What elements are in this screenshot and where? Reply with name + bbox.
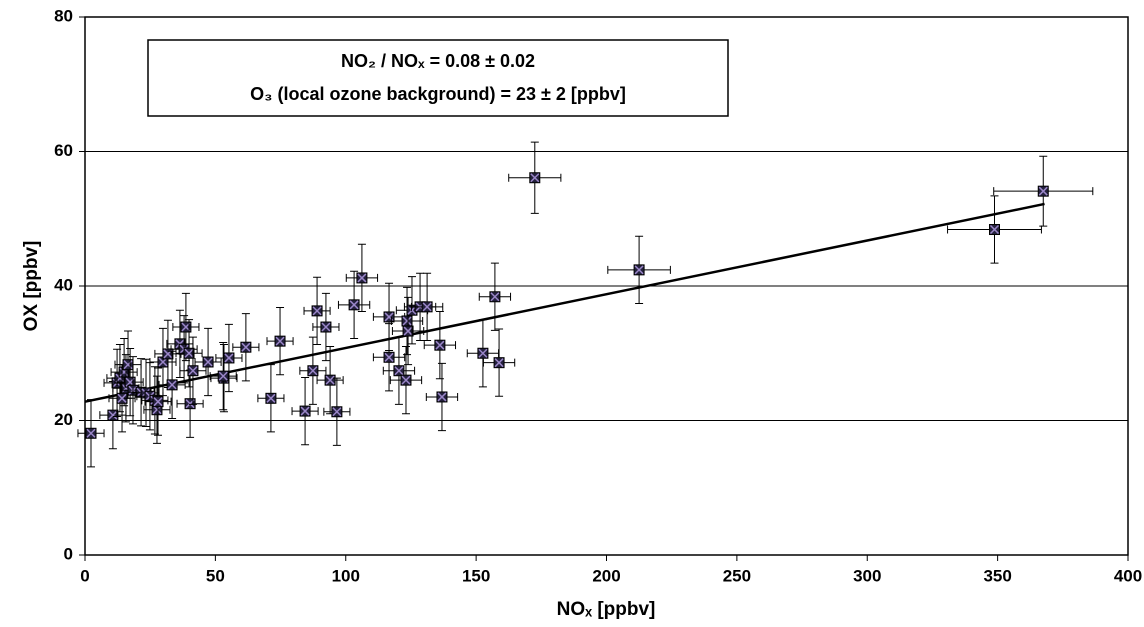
marker-cross: [184, 348, 194, 358]
marker-cross: [989, 224, 1000, 235]
x-tick-label: 50: [206, 566, 225, 585]
marker-cross: [435, 340, 445, 350]
marker-cross: [530, 173, 540, 183]
marker-cross: [357, 273, 367, 283]
marker-cross: [478, 348, 488, 358]
x-tick-label: 350: [983, 566, 1011, 585]
marker-cross: [203, 357, 213, 367]
y-axis-title: OX [ppbv]: [21, 241, 42, 332]
marker-cross: [308, 366, 318, 376]
x-tick-label: 0: [80, 566, 89, 585]
y-tick-label: 60: [54, 141, 73, 160]
annotation: O₃ (local ozone background) = 23 ± 2 [pp…: [250, 84, 626, 104]
marker-cross: [188, 366, 198, 376]
marker-cross: [312, 306, 322, 316]
y-tick-label: 80: [54, 6, 73, 25]
x-tick-label: 300: [853, 566, 881, 585]
marker-cross: [108, 410, 118, 420]
x-tick-label: 400: [1114, 566, 1142, 585]
marker-cross: [224, 353, 234, 363]
annotation-box: [147, 39, 729, 117]
x-axis-title: NOₓ [ppbv]: [557, 599, 656, 620]
marker-cross: [401, 375, 411, 385]
marker-cross: [394, 366, 404, 376]
marker-cross: [403, 326, 413, 336]
x-tick-label: 200: [592, 566, 620, 585]
x-tick-label: 150: [462, 566, 490, 585]
marker-cross: [494, 358, 504, 368]
marker-cross: [634, 265, 644, 275]
marker-cross: [321, 322, 331, 332]
x-tick-label: 250: [723, 566, 751, 585]
marker-cross: [325, 375, 335, 385]
marker-cross: [167, 380, 177, 390]
y-tick-label: 0: [64, 544, 73, 563]
marker-cross: [332, 407, 342, 417]
annotation: NO₂ / NOₓ = 0.08 ± 0.02: [341, 51, 535, 71]
marker-cross: [349, 300, 359, 310]
marker-cross: [490, 292, 500, 302]
marker-cross: [218, 371, 228, 381]
y-tick-label: 20: [54, 410, 73, 429]
plot-frame: [84, 16, 1129, 556]
marker-cross: [384, 352, 394, 362]
fit-line: [84, 202, 1045, 403]
marker-cross: [1038, 186, 1048, 196]
marker-cross: [153, 397, 163, 407]
marker-cross: [437, 392, 447, 402]
y-tick-label: 40: [54, 275, 73, 294]
marker-cross: [422, 302, 432, 312]
marker-cross: [300, 406, 310, 416]
marker-cross: [86, 428, 96, 438]
marker-cross: [275, 336, 285, 346]
marker-cross: [402, 316, 412, 326]
marker-cross: [241, 342, 251, 352]
marker-cross: [123, 360, 133, 370]
marker-cross: [266, 393, 276, 403]
marker-cross: [117, 393, 127, 403]
x-tick-label: 100: [332, 566, 360, 585]
